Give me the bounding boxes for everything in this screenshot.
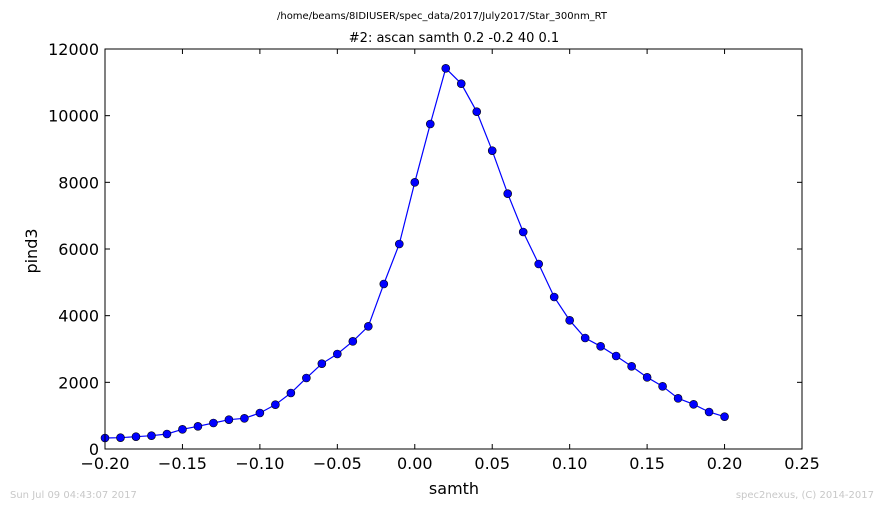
data-point xyxy=(580,333,590,343)
y-tick-label: 6000 xyxy=(58,240,99,259)
data-point xyxy=(518,227,528,237)
y-tick-label: 12000 xyxy=(48,40,99,59)
data-point xyxy=(209,418,218,428)
x-tick-label: −0.10 xyxy=(235,454,284,473)
data-point xyxy=(131,432,141,441)
data-point xyxy=(487,146,497,155)
x-tick-label: 0.20 xyxy=(707,454,743,473)
data-point xyxy=(720,412,729,421)
data-point xyxy=(364,322,373,331)
data-point xyxy=(162,429,172,439)
y-tick-label: 2000 xyxy=(58,373,99,392)
data-point xyxy=(549,292,559,302)
data-point xyxy=(333,349,342,359)
x-tick-label: 0.25 xyxy=(784,454,820,473)
data-point xyxy=(642,373,652,382)
data-point xyxy=(658,382,667,391)
data-point xyxy=(271,400,280,409)
y-tick-label: 8000 xyxy=(58,173,99,192)
data-point xyxy=(379,279,389,289)
data-point xyxy=(240,414,249,423)
figure-suptitle: /home/beams/8IDIUSER/spec_data/2017/July… xyxy=(277,11,608,22)
y-tick-label: 4000 xyxy=(58,307,99,326)
data-point xyxy=(441,64,451,73)
data-point xyxy=(689,400,698,409)
x-tick-label: 0.00 xyxy=(397,454,433,473)
data-point xyxy=(410,178,420,187)
data-point xyxy=(472,107,482,116)
data-point xyxy=(193,422,203,431)
x-axis-label: samth xyxy=(429,479,479,498)
plot-area xyxy=(105,49,802,449)
data-point xyxy=(286,388,296,398)
x-tick-label: −0.05 xyxy=(313,454,362,473)
data-point xyxy=(456,79,466,88)
tick-layer: −0.20 −0.15 −0.10 −0.05 0.00 0.05 0.10 0.15 0.20… xyxy=(48,40,820,473)
data-point xyxy=(178,425,187,434)
data-point xyxy=(596,342,605,351)
y-tick-label: 0 xyxy=(89,440,99,459)
y-axis-label: pind3 xyxy=(22,228,41,273)
data-point xyxy=(255,408,265,418)
x-tick-label: 0.15 xyxy=(629,454,665,473)
timestamp-footer: Sun Jul 09 04:43:07 2017 xyxy=(10,490,137,501)
x-tick-label: 0.05 xyxy=(474,454,510,473)
y-tick-label: 10000 xyxy=(48,107,99,126)
data-point xyxy=(116,433,125,442)
x-tick-label: 0.10 xyxy=(552,454,588,473)
data-point xyxy=(611,351,621,361)
data-point xyxy=(534,259,543,269)
x-tick-label: −0.20 xyxy=(80,454,129,473)
chart-title: #2: ascan samth 0.2 -0.2 40 0.1 xyxy=(349,31,559,46)
credit-footer: spec2nexus, (C) 2014-2017 xyxy=(736,490,874,501)
data-point xyxy=(565,316,574,325)
x-tick-label: −0.15 xyxy=(158,454,207,473)
data-point xyxy=(317,359,327,368)
data-point xyxy=(425,119,435,129)
data-point xyxy=(673,394,683,403)
data-point xyxy=(627,362,636,371)
data-point xyxy=(302,373,311,383)
data-point xyxy=(224,415,234,424)
data-point xyxy=(348,337,358,346)
data-point xyxy=(704,407,714,417)
data-point xyxy=(503,189,513,198)
data-point xyxy=(394,239,404,249)
data-point xyxy=(147,431,156,440)
plot-layer xyxy=(100,64,729,443)
